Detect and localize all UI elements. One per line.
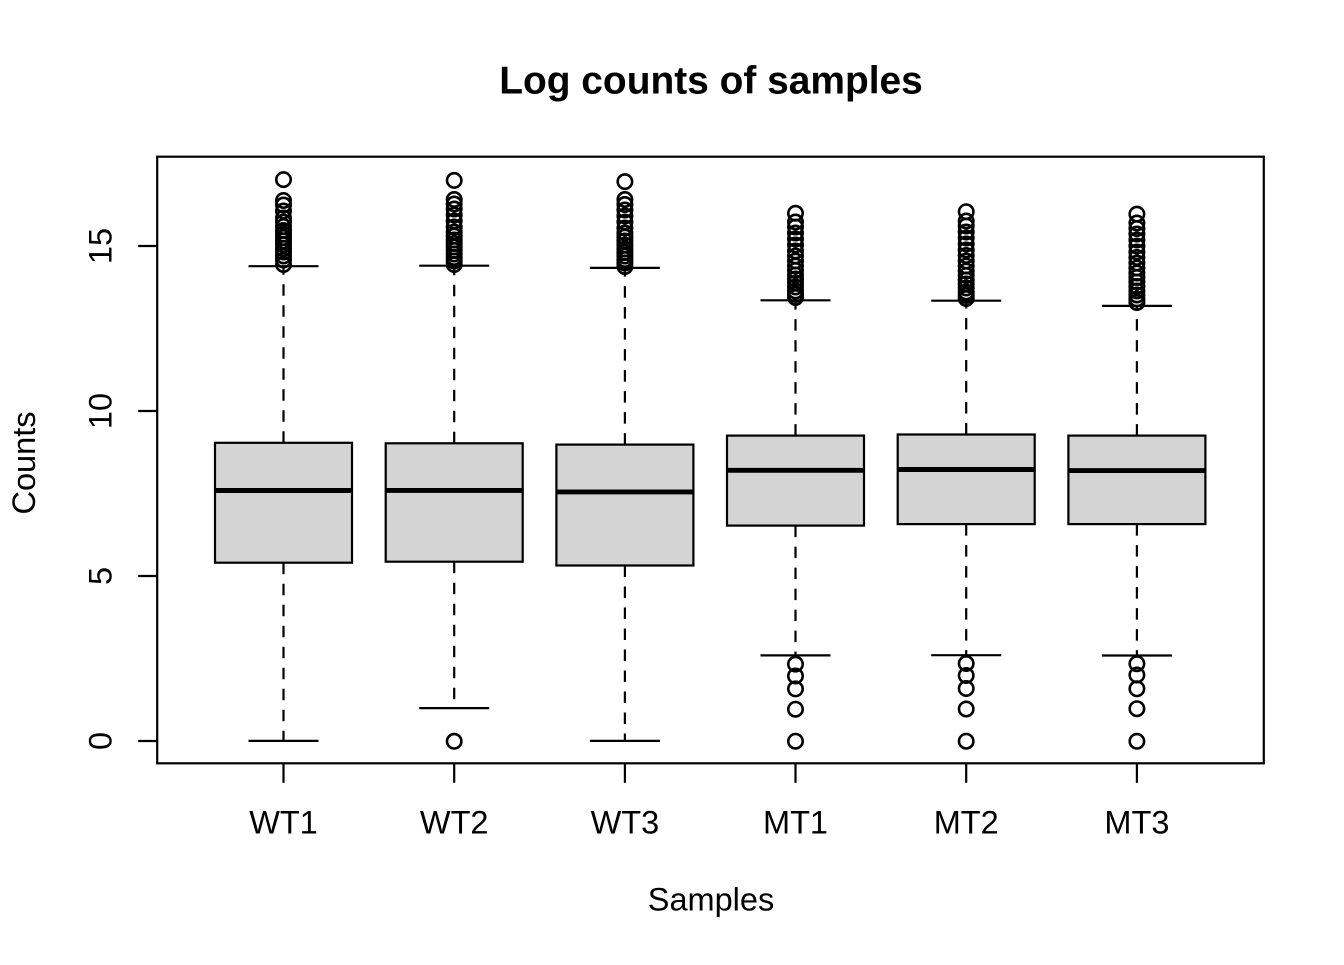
svg-text:MT2: MT2: [934, 805, 999, 841]
svg-text:WT2: WT2: [420, 805, 489, 841]
svg-text:0: 0: [83, 732, 119, 750]
svg-text:WT3: WT3: [591, 805, 660, 841]
svg-text:Samples: Samples: [648, 882, 774, 918]
svg-text:Counts: Counts: [6, 412, 42, 515]
svg-text:Log counts of samples: Log counts of samples: [499, 60, 923, 103]
svg-text:MT3: MT3: [1104, 805, 1169, 841]
svg-text:15: 15: [83, 228, 119, 264]
svg-text:5: 5: [83, 567, 119, 585]
svg-text:WT1: WT1: [249, 805, 318, 841]
svg-text:MT1: MT1: [763, 805, 828, 841]
svg-text:10: 10: [83, 393, 119, 429]
